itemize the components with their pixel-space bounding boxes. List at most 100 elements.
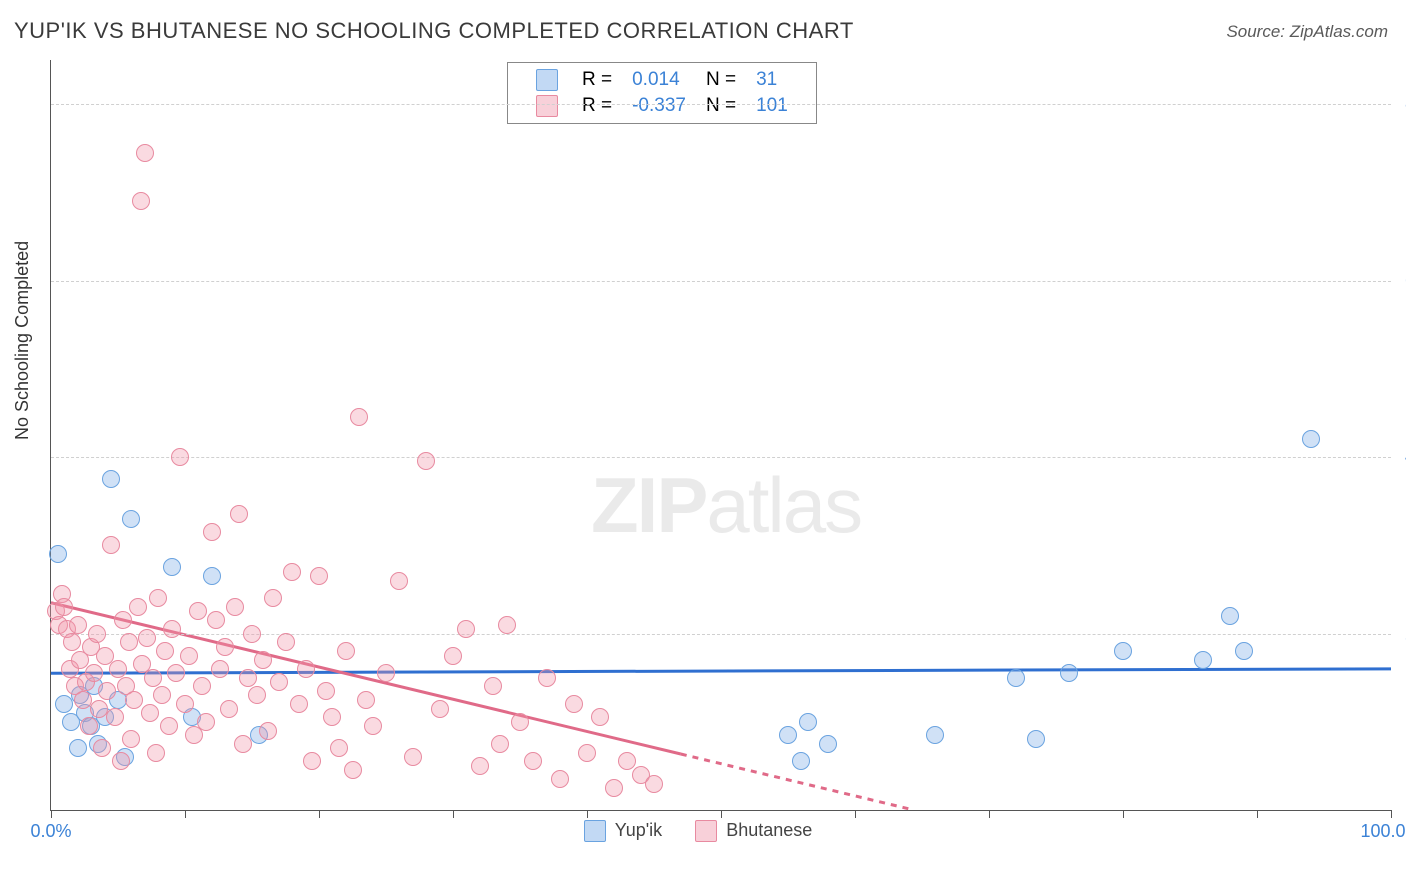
data-point: [538, 669, 556, 687]
data-point: [645, 775, 663, 793]
data-point: [220, 700, 238, 718]
legend-row-series1: R = 0.014 N = 31: [526, 67, 798, 93]
data-point: [55, 695, 73, 713]
r-label: R =: [572, 93, 622, 119]
x-tick: [721, 810, 722, 818]
data-point: [350, 408, 368, 426]
gridline: [51, 281, 1391, 282]
n-value-2: 101: [746, 93, 798, 119]
data-point: [819, 735, 837, 753]
data-point: [591, 708, 609, 726]
data-point: [138, 629, 156, 647]
data-point: [167, 664, 185, 682]
data-point: [498, 616, 516, 634]
swatch-blue-icon: [536, 69, 558, 91]
data-point: [239, 669, 257, 687]
legend-item-series1: Yup'ik: [584, 820, 662, 842]
data-point: [197, 713, 215, 731]
data-point: [216, 638, 234, 656]
data-point: [243, 625, 261, 643]
data-point: [1007, 669, 1025, 687]
data-point: [234, 735, 252, 753]
source-name: ZipAtlas.com: [1290, 22, 1388, 41]
data-point: [310, 567, 328, 585]
legend-row-series2: R = -0.337 N = 101: [526, 93, 798, 119]
data-point: [605, 779, 623, 797]
x-tick-label: 0.0%: [30, 821, 71, 842]
data-point: [565, 695, 583, 713]
data-point: [189, 602, 207, 620]
data-point: [160, 717, 178, 735]
data-point: [207, 611, 225, 629]
legend-item-series2: Bhutanese: [695, 820, 812, 842]
watermark-bold: ZIP: [591, 461, 706, 549]
data-point: [524, 752, 542, 770]
data-point: [149, 589, 167, 607]
x-tick: [319, 810, 320, 818]
data-point: [156, 642, 174, 660]
data-point: [1221, 607, 1239, 625]
data-point: [93, 739, 111, 757]
data-point: [277, 633, 295, 651]
r-value-1: 0.014: [622, 67, 696, 93]
data-point: [457, 620, 475, 638]
data-point: [114, 611, 132, 629]
data-point: [417, 452, 435, 470]
watermark-light: atlas: [706, 461, 861, 549]
data-point: [120, 633, 138, 651]
data-point: [444, 647, 462, 665]
data-point: [390, 572, 408, 590]
swatch-pink-icon: [695, 820, 717, 842]
data-point: [102, 470, 120, 488]
data-point: [337, 642, 355, 660]
data-point: [153, 686, 171, 704]
data-point: [323, 708, 341, 726]
data-point: [357, 691, 375, 709]
data-point: [1027, 730, 1045, 748]
r-label: R =: [572, 67, 622, 93]
data-point: [330, 739, 348, 757]
data-point: [792, 752, 810, 770]
data-point: [180, 647, 198, 665]
data-point: [377, 664, 395, 682]
data-point: [49, 545, 67, 563]
legend-label-2: Bhutanese: [726, 820, 812, 840]
data-point: [344, 761, 362, 779]
data-point: [112, 752, 130, 770]
data-point: [176, 695, 194, 713]
data-point: [122, 730, 140, 748]
data-point: [211, 660, 229, 678]
data-point: [1194, 651, 1212, 669]
n-label: N =: [696, 93, 746, 119]
data-point: [203, 567, 221, 585]
data-point: [129, 598, 147, 616]
gridline: [51, 457, 1391, 458]
n-value-1: 31: [746, 67, 798, 93]
x-tick: [587, 810, 588, 818]
data-point: [171, 448, 189, 466]
data-point: [799, 713, 817, 731]
data-point: [102, 536, 120, 554]
data-point: [259, 722, 277, 740]
x-tick: [1391, 810, 1392, 818]
data-point: [88, 625, 106, 643]
data-point: [1302, 430, 1320, 448]
data-point: [230, 505, 248, 523]
data-point: [163, 620, 181, 638]
swatch-blue-icon: [584, 820, 606, 842]
data-point: [55, 598, 73, 616]
data-point: [109, 660, 127, 678]
data-point: [270, 673, 288, 691]
data-point: [132, 192, 150, 210]
x-tick: [1123, 810, 1124, 818]
data-point: [1114, 642, 1132, 660]
data-point: [144, 669, 162, 687]
data-point: [491, 735, 509, 753]
data-point: [364, 717, 382, 735]
y-axis-title: No Schooling Completed: [12, 241, 33, 440]
data-point: [98, 682, 116, 700]
data-point: [779, 726, 797, 744]
swatch-pink-icon: [536, 95, 558, 117]
data-point: [290, 695, 308, 713]
data-point: [551, 770, 569, 788]
